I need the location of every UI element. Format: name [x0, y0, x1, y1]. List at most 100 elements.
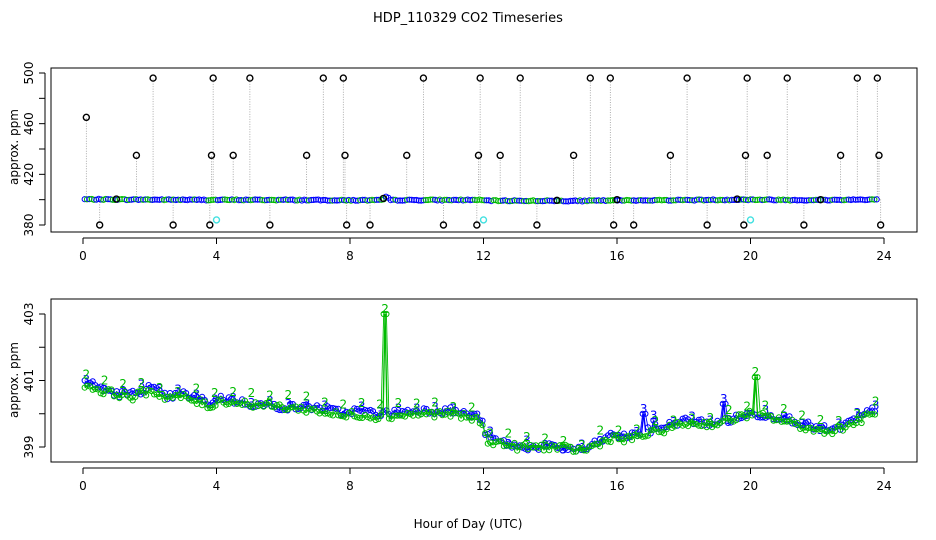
series-2-segment	[757, 377, 761, 415]
baseline-point	[448, 197, 455, 204]
series-2-point	[375, 415, 382, 423]
series-2-point	[196, 395, 203, 402]
baseline-point	[364, 197, 371, 204]
outlier-point	[206, 221, 214, 229]
raw-point	[553, 196, 561, 205]
raw-point	[816, 195, 825, 204]
top-y-axis-label: approx. ppm	[7, 109, 21, 185]
series-2-point	[343, 414, 350, 421]
raw-point	[379, 194, 388, 203]
series-2-point	[479, 422, 486, 429]
series-2-label: 2	[450, 400, 458, 414]
bottom-x-tick-label: 8	[346, 479, 354, 493]
series-2-point	[404, 410, 411, 417]
outlier-point	[341, 151, 349, 160]
outlier-point	[741, 151, 750, 160]
bottom-x-tick-label: 20	[743, 479, 758, 493]
outlier-point	[339, 74, 348, 82]
series-2-segment	[845, 424, 849, 428]
series-2-label: 2	[358, 396, 366, 410]
baseline-point	[675, 196, 682, 203]
top-x-tick-label: 20	[743, 249, 758, 263]
series-2-point	[722, 414, 729, 421]
series-2-label: 2	[211, 386, 219, 400]
series-2-point	[596, 443, 604, 450]
baseline-point	[326, 197, 334, 204]
baseline-point	[712, 197, 719, 204]
series-3-label: 3	[780, 410, 788, 424]
baseline-point	[441, 196, 448, 203]
flagged-point	[746, 216, 755, 224]
bottom-x-tick-label: 12	[476, 479, 491, 493]
raw-point	[112, 195, 121, 203]
outlier-point	[516, 74, 524, 82]
series-3-spike-label: 3	[650, 408, 658, 422]
series-2-label: 2	[872, 395, 880, 409]
series-2-point	[522, 440, 529, 447]
baseline-point	[871, 196, 878, 203]
series-2-point	[511, 439, 518, 447]
series-2-label: 2	[413, 397, 421, 411]
series-2-point	[434, 408, 441, 416]
series-2-point	[858, 419, 865, 427]
series-2-point	[706, 418, 713, 425]
baseline-point	[628, 197, 635, 204]
baseline-point	[873, 196, 880, 203]
series-3-label: 3	[284, 397, 292, 411]
series-2-label: 2	[468, 400, 476, 414]
series-2-segment	[482, 425, 486, 434]
baseline-point	[481, 197, 488, 204]
series-2-segment	[484, 433, 489, 444]
series-3-label: 3	[523, 434, 531, 448]
top-x-tick-label: 4	[213, 249, 221, 263]
series-2-point	[132, 393, 139, 400]
series-2-segment	[599, 440, 604, 447]
outlier-point	[763, 151, 771, 160]
series-2-segment	[514, 442, 518, 451]
baseline-point	[532, 198, 539, 205]
series-3-label: 3	[486, 425, 494, 439]
series-2-segment	[554, 446, 558, 450]
baseline-point	[693, 196, 700, 203]
baseline-point	[415, 197, 422, 204]
series-3-segment	[201, 396, 206, 401]
series-2-point	[733, 417, 740, 424]
series-3-label: 3	[670, 415, 678, 429]
series-2-segment	[313, 408, 318, 412]
top-y-tick-label: 500	[22, 62, 36, 85]
series-2-point	[84, 382, 91, 389]
series-2-point	[775, 414, 783, 421]
series-2-segment	[711, 424, 716, 428]
series-3-label: 3	[156, 382, 164, 396]
baseline-point	[319, 196, 327, 204]
baseline-point	[525, 198, 532, 205]
series-3-label: 3	[101, 383, 109, 397]
baseline-point	[602, 197, 609, 204]
series-2-label: 2	[486, 427, 494, 441]
baseline-point	[635, 197, 642, 204]
baseline-point	[429, 196, 436, 203]
series-2-segment	[735, 414, 740, 421]
series-2-segment	[164, 396, 168, 401]
series-2-point	[143, 392, 150, 399]
series-2-label: 2	[780, 402, 788, 416]
series-2-segment	[447, 410, 451, 417]
series-2-point	[327, 411, 334, 418]
flagged-point	[212, 216, 221, 224]
series-2-label: 2	[578, 438, 586, 452]
series-2-point	[765, 412, 772, 419]
series-2-point	[794, 420, 801, 427]
series-2-segment	[861, 414, 865, 424]
outlier-point	[836, 151, 845, 160]
series-2-point	[474, 414, 481, 421]
series-2-label: 2	[376, 398, 384, 412]
series-2-point	[871, 411, 879, 418]
series-2-point	[431, 414, 438, 421]
series-2-segment	[380, 313, 385, 415]
series-2-label: 2	[505, 426, 513, 440]
series-2-point	[348, 408, 355, 415]
bottom-x-tick-label: 24	[876, 479, 891, 493]
series-2-segment	[492, 441, 497, 446]
series-3-label: 3	[707, 414, 715, 428]
